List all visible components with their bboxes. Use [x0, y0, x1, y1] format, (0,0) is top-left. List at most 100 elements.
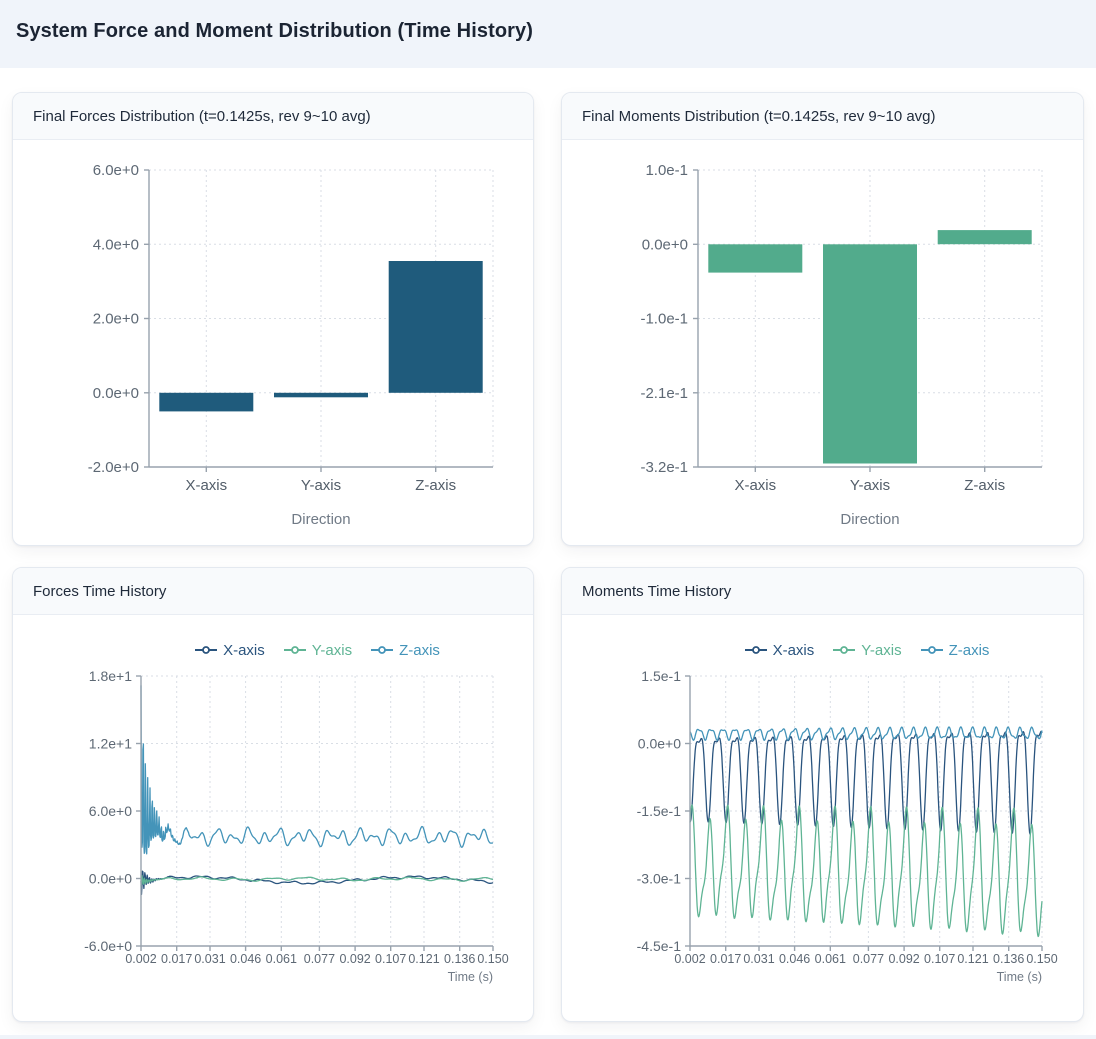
legend-item-y-axis[interactable]: Y-axis	[832, 641, 902, 659]
x-tick-label: 0.092	[888, 952, 919, 966]
card-body: X-axis Y-axis Z-axis 1.5e-1 0.0e+0 -1.5e-1 -3…	[562, 639, 1083, 1006]
x-tick-label: 0.061	[815, 952, 846, 966]
series-line-z-axis	[689, 726, 1043, 741]
y-tick-label: -6.0e+0	[84, 938, 132, 954]
legend-label: Y-axis	[311, 641, 353, 659]
forces-line-chart: 1.8e+1 1.2e+1 6.0e+0 0.0e+0 -6.0e+00.002 0.01…	[84, 668, 509, 984]
chart-legend: X-axis Y-axis Z-axis	[57, 639, 533, 661]
legend-marker-icon	[371, 646, 394, 654]
card-title: Forces Time History	[33, 582, 167, 600]
chart-legend: X-axis Y-axis Z-axis	[606, 639, 1083, 661]
x-tick-label: 0.092	[339, 952, 370, 966]
x-axis-title: Direction	[291, 511, 350, 528]
y-tick-label: 1.5e-1	[641, 668, 681, 684]
legend-marker-icon	[833, 646, 856, 654]
y-tick-label: -1.5e-1	[637, 803, 682, 819]
legend-label: Y-axis	[861, 641, 902, 659]
x-category-label: Z-axis	[415, 477, 456, 494]
x-tick-label: 0.017	[710, 952, 741, 966]
dashboard-grid: Final Forces Distribution (t=0.1425s, re…	[0, 68, 1096, 1022]
x-tick-label: 0.077	[853, 952, 884, 966]
x-category-label: X-axis	[185, 477, 227, 494]
page-header-band: System Force and Moment Distribution (Ti…	[0, 0, 1096, 68]
x-tick-label: 0.107	[924, 952, 955, 966]
x-category-label: Z-axis	[964, 477, 1005, 494]
y-tick-label: 2.0e+0	[93, 311, 139, 328]
y-tick-label: 1.0e-1	[645, 162, 688, 179]
x-tick-label: 0.121	[408, 952, 439, 966]
card-title: Moments Time History	[582, 582, 732, 600]
x-category-label: X-axis	[734, 477, 776, 494]
y-tick-label: 6.0e+0	[93, 162, 139, 179]
card-header: Moments Time History	[562, 568, 1083, 615]
legend-label: X-axis	[772, 641, 815, 659]
legend-item-y-axis[interactable]: Y-axis	[283, 642, 352, 659]
card-forces-time-history: Forces Time History X-axis Y-axis Z-axis 1…	[12, 567, 534, 1022]
card-title: Final Moments Distribution (t=0.1425s, r…	[582, 107, 936, 125]
next-section-band	[0, 1035, 1096, 1039]
y-tick-label: 6.0e+0	[89, 803, 132, 819]
x-axis-title: Time (s)	[997, 970, 1042, 984]
series-line-x-axis	[140, 870, 494, 896]
x-tick-label: 0.136	[444, 952, 475, 966]
moments-bar-chart: 1.0e-1 0.0e+0 -1.0e-1 -2.1e-1 -3.2e-1 X-axis Y…	[640, 162, 1043, 528]
x-category-label: Y-axis	[301, 477, 341, 494]
y-tick-label: 0.0e+0	[93, 385, 139, 402]
series-line-x-axis	[689, 730, 1043, 835]
legend-item-x-axis[interactable]: X-axis	[744, 641, 815, 659]
x-axis-title: Direction	[840, 511, 899, 528]
x-tick-label: 0.150	[477, 952, 508, 966]
x-tick-label: 0.031	[194, 952, 225, 966]
page-title: System Force and Moment Distribution (Ti…	[16, 20, 534, 42]
card-final-moments-distribution: Final Moments Distribution (t=0.1425s, r…	[561, 92, 1084, 546]
card-header: Forces Time History	[13, 568, 533, 615]
legend-label: Z-axis	[948, 641, 990, 659]
y-tick-label: -3.2e-1	[640, 459, 688, 476]
legend-label: X-axis	[223, 641, 265, 659]
bar-y-axis	[274, 392, 368, 398]
y-tick-label: -1.0e-1	[640, 311, 688, 328]
legend-marker-icon	[283, 646, 306, 654]
y-tick-label: 0.0e+0	[638, 736, 681, 752]
x-tick-label: 0.002	[125, 952, 156, 966]
card-body: 1.0e-1 0.0e+0 -1.0e-1 -2.1e-1 -3.2e-1 X-axis Y…	[562, 140, 1083, 545]
series-line-y-axis	[140, 875, 494, 887]
legend-item-z-axis[interactable]: Z-axis	[920, 641, 990, 659]
card-moments-time-history: Moments Time History X-axis Y-axis Z-axis …	[561, 567, 1084, 1022]
x-tick-label: 0.046	[230, 952, 261, 966]
bar-z-axis	[388, 261, 483, 393]
legend-item-x-axis[interactable]: X-axis	[194, 642, 265, 659]
bar-y-axis	[823, 244, 917, 464]
y-tick-label: -2.1e-1	[640, 385, 688, 402]
y-tick-label: 0.0e+0	[89, 871, 132, 887]
x-tick-label: 0.136	[993, 952, 1024, 966]
x-tick-label: 0.046	[779, 952, 810, 966]
x-tick-label: 0.002	[674, 952, 705, 966]
card-header: Final Forces Distribution (t=0.1425s, re…	[13, 93, 533, 140]
y-tick-label: 1.8e+1	[89, 668, 132, 684]
forces-bar-chart: 6.0e+0 4.0e+0 2.0e+0 0.0e+0 -2.0e+0 X-axis Y-a…	[88, 162, 494, 528]
bar-x-axis	[159, 392, 254, 412]
legend-item-z-axis[interactable]: Z-axis	[370, 642, 440, 659]
bar-z-axis	[937, 230, 1032, 245]
moments-line-chart: 1.5e-1 0.0e+0 -1.5e-1 -3.0e-1 -4.5e-10.002 0.…	[637, 668, 1058, 984]
legend-marker-icon	[195, 646, 218, 654]
card-final-forces-distribution: Final Forces Distribution (t=0.1425s, re…	[12, 92, 534, 546]
series-line-y-axis	[689, 804, 1043, 938]
y-tick-label: 4.0e+0	[93, 236, 139, 253]
x-tick-label: 0.061	[266, 952, 297, 966]
x-tick-label: 0.107	[375, 952, 406, 966]
bar-x-axis	[708, 244, 803, 273]
y-tick-label: 0.0e+0	[642, 236, 688, 253]
y-tick-label: -4.5e-1	[637, 938, 682, 954]
y-tick-label: -3.0e-1	[637, 871, 682, 887]
x-tick-label: 0.121	[957, 952, 988, 966]
card-body: X-axis Y-axis Z-axis 1.8e+1 1.2e+1 6.0e+0 0.0…	[13, 639, 533, 1006]
x-tick-label: 0.150	[1026, 952, 1057, 966]
x-axis-title: Time (s)	[448, 970, 493, 984]
legend-label: Z-axis	[399, 641, 440, 659]
card-header: Final Moments Distribution (t=0.1425s, r…	[562, 93, 1083, 140]
y-tick-label: -2.0e+0	[88, 459, 139, 476]
legend-marker-icon	[744, 646, 767, 654]
x-category-label: Y-axis	[850, 477, 890, 494]
